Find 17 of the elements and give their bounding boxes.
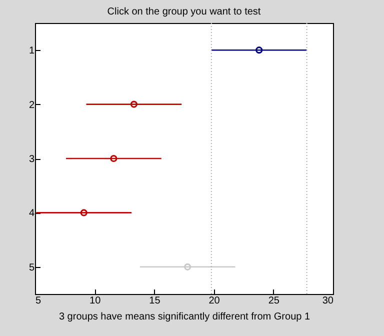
y-tick-label: 5	[28, 262, 35, 274]
x-tick-label: 20	[208, 296, 220, 306]
x-tick-label: 10	[90, 296, 102, 306]
y-tick-label: 4	[28, 208, 35, 220]
x-tick-label: 15	[149, 296, 161, 306]
x-axis-title: 3 groups have means significantly different from Group 1	[58, 312, 310, 322]
y-tick-label: 2	[28, 100, 35, 111]
y-tick-label: 3	[28, 154, 35, 165]
point	[256, 46, 263, 54]
chart-title: Click on the group you want to test	[107, 6, 261, 18]
point	[130, 100, 138, 108]
point	[80, 209, 88, 216]
point	[184, 263, 192, 270]
x-tick-label: 25	[268, 296, 280, 306]
y-tick-label: 1	[28, 46, 35, 57]
x-tick-label: 30	[322, 296, 334, 306]
point	[110, 154, 118, 162]
